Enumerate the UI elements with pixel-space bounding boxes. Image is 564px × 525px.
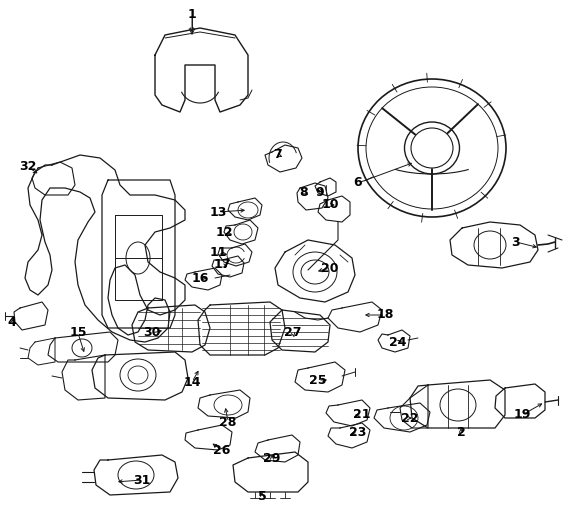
Text: 28: 28 <box>219 415 237 428</box>
Text: 30: 30 <box>143 327 161 340</box>
Text: 25: 25 <box>309 373 327 386</box>
Text: 27: 27 <box>284 327 302 340</box>
Text: 9: 9 <box>316 185 324 198</box>
Text: 2: 2 <box>457 426 465 439</box>
Text: 18: 18 <box>376 309 394 321</box>
Text: 20: 20 <box>321 261 339 275</box>
Text: 1: 1 <box>188 7 196 20</box>
Text: 26: 26 <box>213 444 231 457</box>
Text: 23: 23 <box>349 425 367 438</box>
Text: 5: 5 <box>258 490 266 503</box>
Text: 3: 3 <box>512 236 521 248</box>
Text: 29: 29 <box>263 452 281 465</box>
Text: 19: 19 <box>513 408 531 422</box>
Text: 6: 6 <box>354 176 362 190</box>
Text: 13: 13 <box>209 205 227 218</box>
Text: 11: 11 <box>209 247 227 259</box>
Text: 12: 12 <box>215 226 233 239</box>
Text: 8: 8 <box>299 185 309 198</box>
Text: 22: 22 <box>401 412 418 425</box>
Text: 31: 31 <box>133 474 151 487</box>
Text: 21: 21 <box>353 408 371 422</box>
Text: 32: 32 <box>19 161 37 173</box>
Text: 10: 10 <box>321 198 339 212</box>
Text: 14: 14 <box>183 375 201 388</box>
Text: 17: 17 <box>213 258 231 271</box>
Text: 15: 15 <box>69 327 87 340</box>
Text: 4: 4 <box>8 317 16 330</box>
Text: 7: 7 <box>274 149 283 162</box>
Text: 24: 24 <box>389 335 407 349</box>
Text: 16: 16 <box>191 271 209 285</box>
